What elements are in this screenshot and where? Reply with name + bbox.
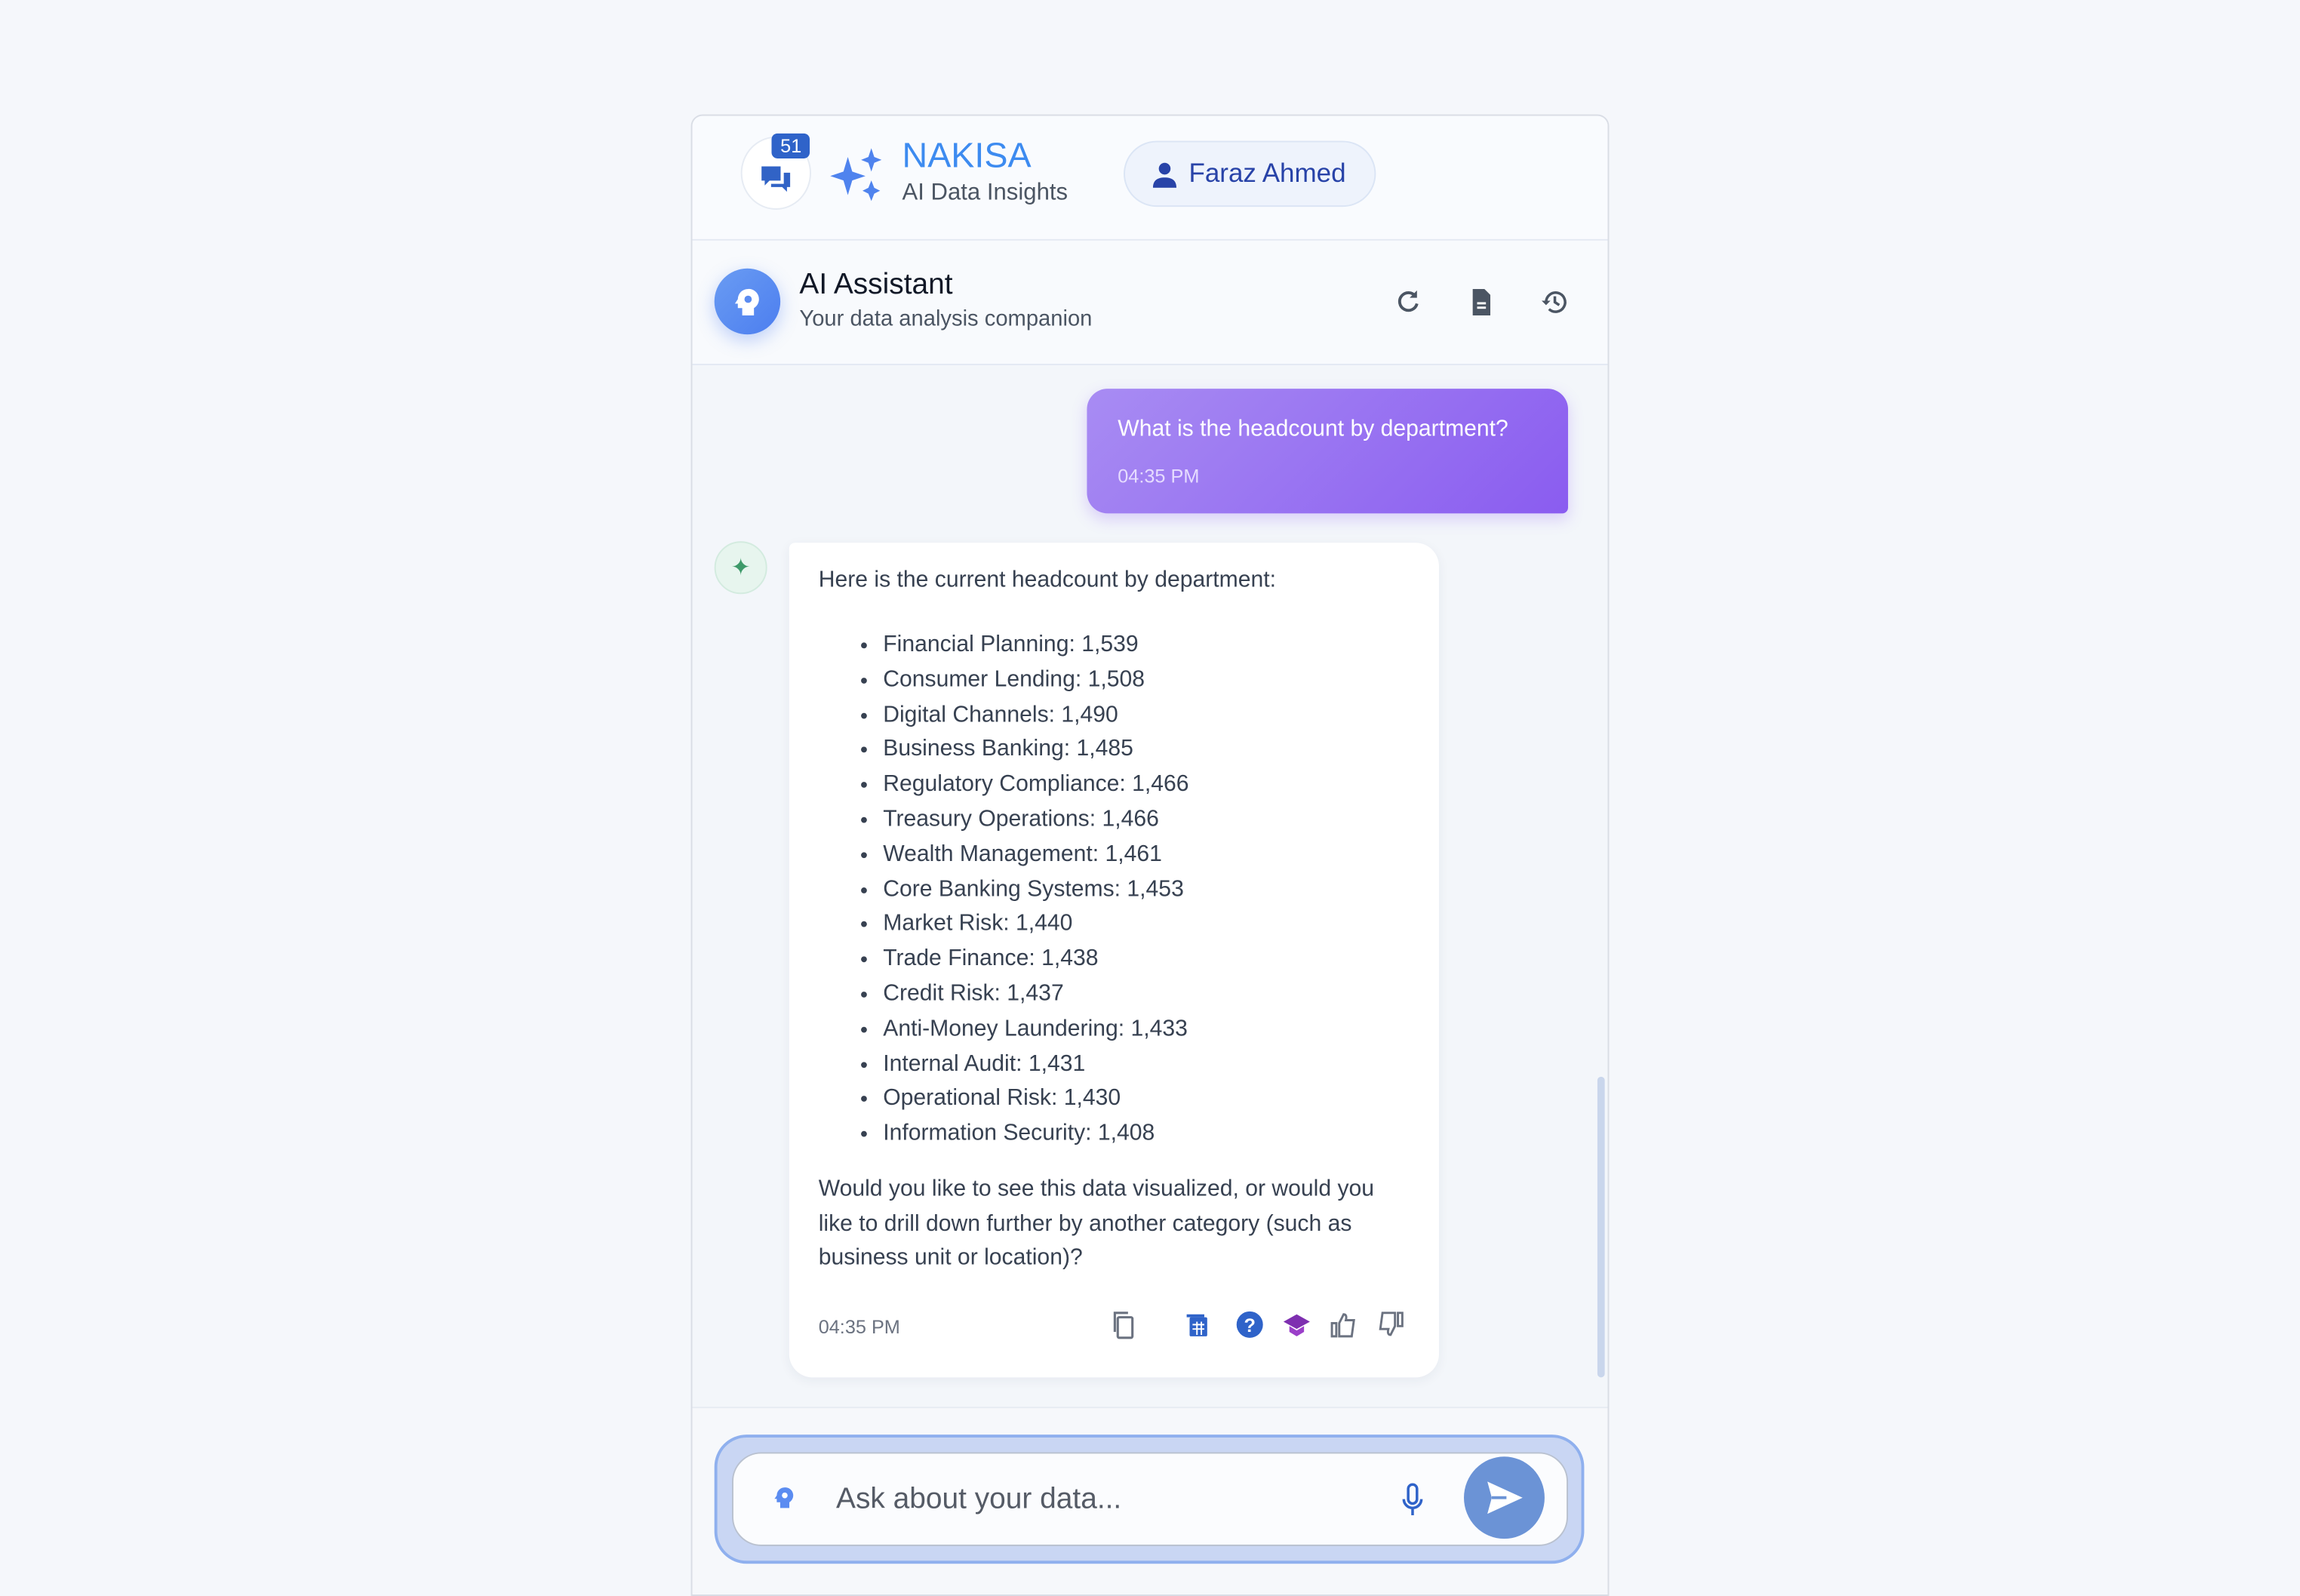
list-item: Market Risk: 1,440 [883, 907, 1188, 942]
list-item: Credit Risk: 1,437 [883, 977, 1188, 1012]
headcount-list: Financial Planning: 1,539 Consumer Lendi… [883, 628, 1188, 1152]
user-profile-button[interactable]: Faraz Ahmed [1124, 140, 1376, 208]
microphone-icon[interactable] [1401, 1483, 1424, 1518]
thumbs-up-icon[interactable] [1329, 1310, 1358, 1339]
svg-text:?: ? [1244, 1315, 1255, 1336]
thumbs-down-icon[interactable] [1376, 1310, 1405, 1339]
bot-avatar: ✦ [714, 541, 767, 595]
list-item: Treasury Operations: 1,466 [883, 802, 1188, 837]
list-item: Operational Risk: 1,430 [883, 1081, 1188, 1116]
input-wrapper [714, 1435, 1585, 1564]
list-item: Wealth Management: 1,461 [883, 838, 1188, 872]
user-icon [1153, 161, 1177, 187]
sparkle-icon [830, 148, 882, 201]
assistant-subtitle: Your data analysis companion [799, 306, 1093, 332]
sparkle-icon: ✦ [730, 555, 751, 581]
send-icon [1487, 1481, 1522, 1515]
list-item: Core Banking Systems: 1,453 [883, 872, 1188, 907]
learn-icon[interactable] [1282, 1310, 1311, 1339]
table-icon[interactable] [1182, 1310, 1212, 1339]
history-icon[interactable] [1540, 288, 1570, 317]
list-item: Internal Audit: 1,431 [883, 1047, 1188, 1081]
user-message-time: 04:35 PM [1118, 465, 1200, 487]
list-item: Business Banking: 1,485 [883, 733, 1188, 767]
list-item: Anti-Money Laundering: 1,433 [883, 1012, 1188, 1047]
assistant-title: AI Assistant [799, 268, 953, 301]
user-message: What is the headcount by department? 04:… [1087, 389, 1569, 514]
chat-bubbles-icon [761, 166, 791, 192]
brain-head-icon [733, 288, 758, 315]
bot-message-time: 04:35 PM [818, 1315, 900, 1338]
bot-outro: Would you like to see this data visualiz… [818, 1176, 1375, 1271]
app-header: 51 NAKISA AI Data Insights Faraz Ahmed [692, 115, 1608, 241]
send-button[interactable] [1464, 1456, 1545, 1539]
brand-name: NAKISA [902, 136, 1032, 177]
bot-message: Here is the current headcount by departm… [789, 543, 1439, 1378]
help-icon[interactable]: ? [1235, 1310, 1265, 1339]
input-box [732, 1452, 1569, 1546]
input-area [692, 1407, 1608, 1595]
list-item: Consumer Lending: 1,508 [883, 663, 1188, 697]
list-item: Regulatory Compliance: 1,466 [883, 767, 1188, 802]
bot-intro: Here is the current headcount by departm… [818, 567, 1277, 593]
refresh-icon[interactable] [1394, 288, 1423, 317]
scrollbar[interactable] [1597, 1076, 1605, 1378]
list-item: Digital Channels: 1,490 [883, 698, 1188, 733]
chat-panel: 51 NAKISA AI Data Insights Faraz Ahmed A… [690, 114, 1610, 1596]
list-item: Trade Finance: 1,438 [883, 942, 1188, 976]
copy-icon[interactable] [1109, 1310, 1139, 1339]
user-name: Faraz Ahmed [1188, 158, 1346, 188]
user-message-text: What is the headcount by department? [1118, 417, 1508, 442]
brain-head-icon [774, 1487, 794, 1508]
notification-badge: 51 [771, 133, 810, 158]
assistant-avatar [714, 268, 781, 335]
message-list: What is the headcount by department? 04:… [692, 365, 1608, 1407]
assistant-header: AI Assistant Your data analysis companio… [692, 240, 1608, 366]
chat-input[interactable] [836, 1482, 1364, 1517]
list-item: Financial Planning: 1,539 [883, 628, 1188, 663]
brand-subtitle: AI Data Insights [902, 180, 1069, 206]
document-icon[interactable] [1467, 288, 1496, 317]
list-item: Information Security: 1,408 [883, 1117, 1188, 1152]
